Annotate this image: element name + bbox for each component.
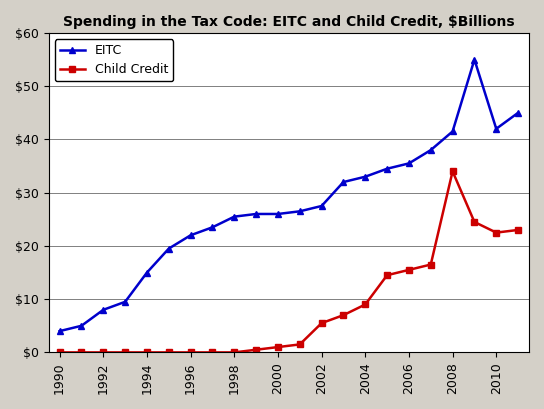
EITC <box>493 126 499 131</box>
EITC <box>318 204 325 209</box>
Child Credit <box>57 350 63 355</box>
EITC <box>253 211 259 216</box>
EITC <box>296 209 303 214</box>
Child Credit <box>253 347 259 352</box>
Child Credit <box>100 350 107 355</box>
Child Credit <box>471 220 478 225</box>
Child Credit <box>515 227 521 232</box>
Child Credit <box>428 262 434 267</box>
Child Credit <box>449 169 456 174</box>
Child Credit <box>122 350 128 355</box>
Child Credit <box>187 350 194 355</box>
EITC <box>78 324 85 328</box>
Child Credit <box>493 230 499 235</box>
Child Credit <box>296 342 303 347</box>
Child Credit <box>144 350 150 355</box>
EITC <box>340 180 347 184</box>
EITC <box>144 270 150 275</box>
Line: EITC: EITC <box>56 56 522 335</box>
EITC <box>428 148 434 153</box>
EITC <box>57 329 63 334</box>
Child Credit <box>384 273 391 278</box>
Child Credit <box>362 302 368 307</box>
Child Credit <box>318 321 325 326</box>
Child Credit <box>406 267 412 272</box>
Line: Child Credit: Child Credit <box>56 168 522 356</box>
EITC <box>515 110 521 115</box>
EITC <box>384 166 391 171</box>
EITC <box>122 299 128 304</box>
EITC <box>187 233 194 238</box>
Child Credit <box>340 312 347 317</box>
EITC <box>100 307 107 312</box>
EITC <box>406 161 412 166</box>
Title: Spending in the Tax Code: EITC and Child Credit, $Billions: Spending in the Tax Code: EITC and Child… <box>63 15 515 29</box>
Child Credit <box>165 350 172 355</box>
Child Credit <box>209 350 216 355</box>
Child Credit <box>231 350 238 355</box>
EITC <box>209 225 216 230</box>
Legend: EITC, Child Credit: EITC, Child Credit <box>55 39 174 81</box>
Child Credit <box>275 345 281 350</box>
Child Credit <box>78 350 85 355</box>
EITC <box>165 246 172 251</box>
EITC <box>449 129 456 134</box>
EITC <box>231 214 238 219</box>
EITC <box>471 57 478 62</box>
EITC <box>362 174 368 179</box>
EITC <box>275 211 281 216</box>
